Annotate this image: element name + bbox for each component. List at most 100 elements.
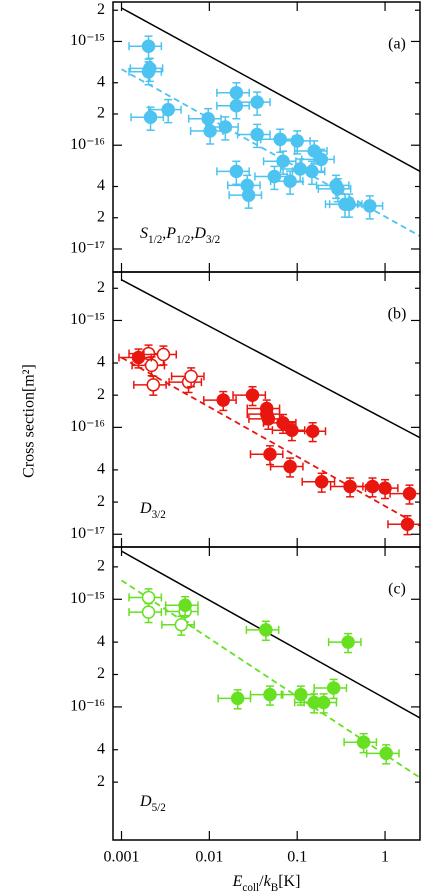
panel-letter: (a)	[388, 36, 406, 53]
fit-line	[121, 279, 420, 439]
fit-line	[121, 550, 420, 719]
y-tick-label: 2	[97, 558, 105, 575]
text-part: ,	[190, 225, 194, 242]
data-point	[141, 39, 156, 53]
y-tick-label: 4	[97, 461, 105, 478]
data-point	[331, 182, 345, 196]
data-point	[294, 687, 308, 702]
data-point	[230, 691, 245, 706]
text-part: /	[259, 873, 264, 890]
y-tick-label: 2	[97, 386, 105, 403]
y-tick-label: 10⁻¹⁷	[70, 240, 105, 257]
data-point	[259, 623, 273, 637]
data-point	[307, 144, 321, 158]
frame	[112, 1, 421, 273]
data-point	[263, 687, 277, 702]
y-tick-label: 2	[97, 493, 105, 510]
data-point	[293, 162, 307, 176]
data-point	[363, 199, 377, 213]
data-point	[400, 517, 415, 532]
x-tick-label: 0.1	[287, 849, 307, 866]
data-point	[316, 695, 331, 710]
y-tick-label: 2	[97, 105, 105, 122]
text-part: 1/2	[176, 234, 190, 246]
text-part: B	[271, 882, 278, 894]
panel-label: S1/2,P1/2,D3/2	[140, 225, 220, 246]
data-point	[341, 635, 355, 649]
y-tick-label: 2	[97, 208, 105, 225]
y-tick-label: 4	[97, 633, 105, 650]
y-tick-label: 10⁻¹⁶	[70, 698, 105, 715]
y-tick-label: 10⁻¹⁵	[70, 32, 105, 49]
data-point	[378, 481, 392, 495]
data-point	[267, 169, 282, 184]
data-point	[285, 423, 299, 437]
y-axis-label: Cross section[m²]	[21, 364, 38, 478]
y-tick-label: 10⁻¹⁷	[70, 525, 105, 542]
data-point	[276, 416, 290, 430]
data-point	[143, 110, 158, 125]
text-part: S	[140, 225, 148, 242]
data-point	[261, 412, 276, 426]
y-tick-label: 2	[97, 665, 105, 682]
data-point	[326, 681, 341, 695]
panel-label: D5/2	[139, 793, 166, 814]
y-tick-label: 2	[97, 773, 105, 790]
y-tick-label: 10⁻¹⁶	[70, 418, 105, 435]
text-part: D	[139, 500, 152, 517]
data-point	[290, 134, 304, 148]
data-point	[365, 479, 380, 494]
fit-line	[121, 68, 420, 237]
data-point	[218, 120, 233, 134]
data-point	[241, 188, 256, 202]
data-point	[141, 605, 156, 619]
text-part: E	[232, 873, 243, 890]
x-axis-label: Ecoll/kB[K]	[232, 873, 301, 894]
x-tick-label: 1	[381, 849, 389, 866]
data-point	[131, 350, 146, 365]
data-point	[201, 111, 215, 126]
data-point	[245, 388, 260, 402]
data-point	[178, 598, 192, 613]
data-point	[263, 447, 277, 462]
data-point	[283, 174, 297, 188]
text-part: 3/2	[152, 509, 166, 521]
data-point	[273, 132, 287, 147]
text-part: ,	[162, 225, 166, 242]
y-tick-label: 10⁻¹⁵	[70, 311, 105, 328]
data-point	[229, 164, 244, 179]
y-tick-label: 10⁻¹⁶	[70, 136, 105, 153]
data-point	[250, 95, 264, 109]
x-tick-label: 0.01	[195, 849, 223, 866]
y-tick-label: 4	[97, 73, 105, 90]
y-tick-label: 4	[97, 354, 105, 371]
panel-label: D3/2	[139, 500, 166, 521]
data-point	[143, 61, 157, 76]
panel-letter: (c)	[388, 581, 406, 598]
text-part: D	[193, 225, 206, 242]
data-point	[305, 164, 319, 179]
plot-area	[121, 7, 420, 237]
data-point	[161, 102, 175, 117]
text-part: 3/2	[206, 234, 220, 246]
data-point	[184, 369, 198, 384]
data-point	[314, 152, 329, 167]
frame	[112, 546, 421, 841]
data-point	[174, 617, 189, 632]
text-part: 5/2	[152, 802, 166, 814]
fit-line	[121, 7, 420, 173]
panel-letter: (b)	[388, 306, 407, 323]
text-part: k	[264, 873, 272, 890]
y-tick-label: 4	[97, 740, 105, 757]
data-point	[402, 486, 417, 501]
data-point	[305, 424, 320, 438]
data-point	[283, 459, 297, 474]
data-point	[356, 735, 371, 749]
data-point	[203, 124, 217, 138]
fit-line	[121, 356, 420, 527]
y-tick-label: 2	[97, 279, 105, 296]
y-tick-label: 4	[97, 177, 105, 194]
x-tick-label: 0.001	[104, 849, 140, 866]
plot-area	[118, 279, 420, 536]
